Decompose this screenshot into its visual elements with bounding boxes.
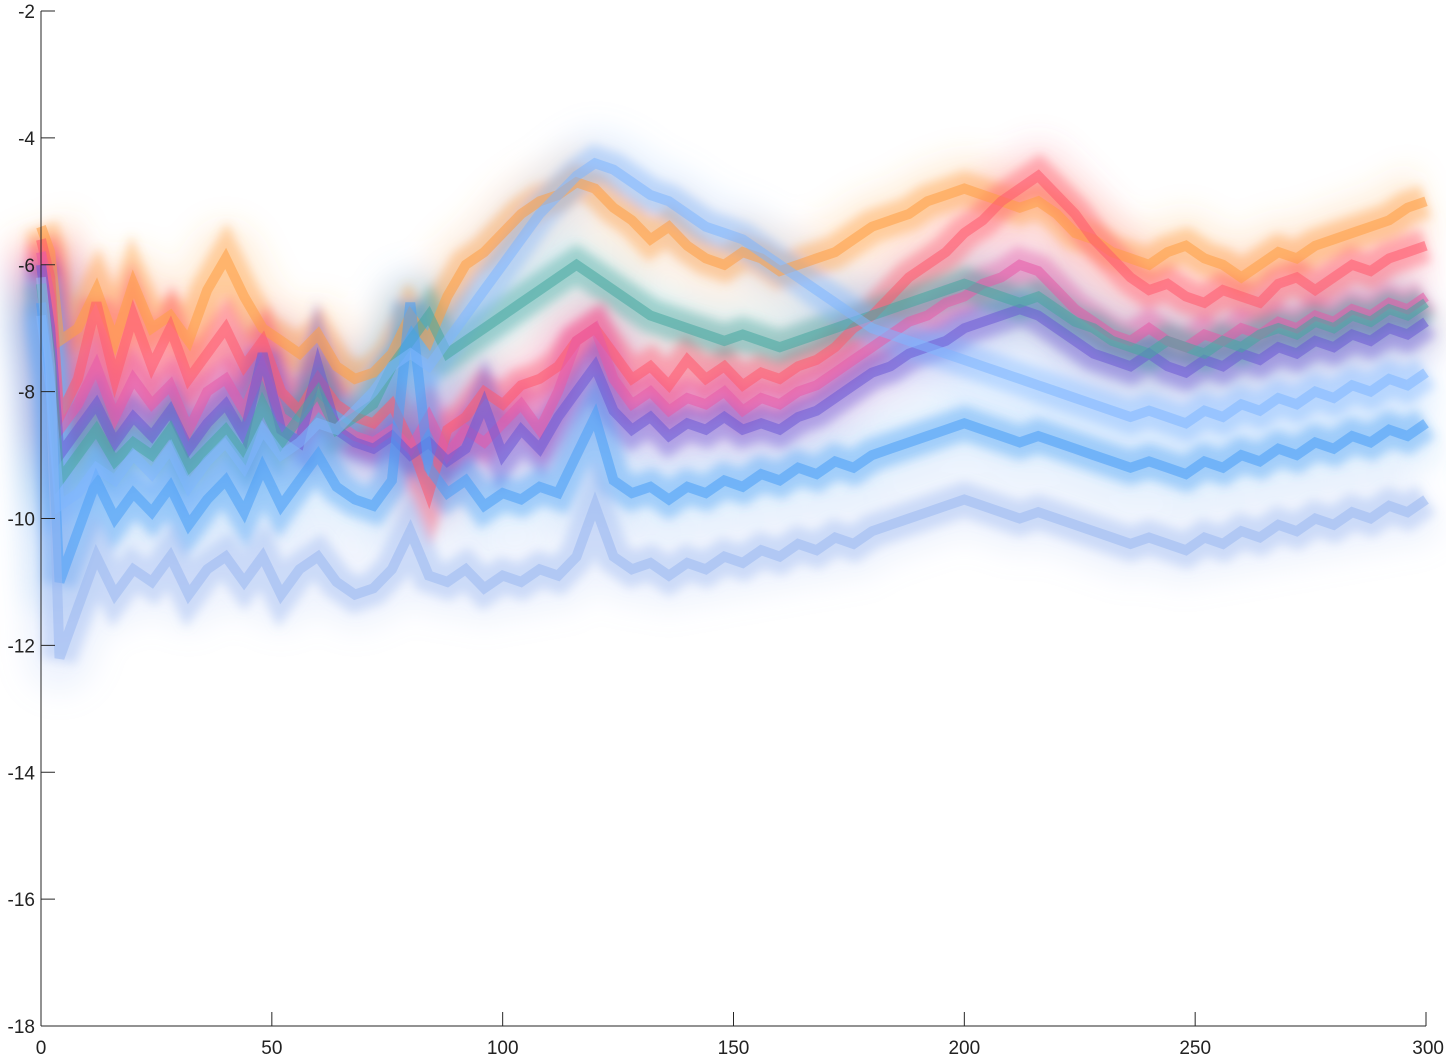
x-tick-label: 250 [1179, 1038, 1211, 1059]
series-trace-2 [36, 169, 1428, 510]
y-tick-label: -18 [8, 1017, 35, 1038]
x-tick-label: 150 [718, 1038, 750, 1059]
y-tick-label: -16 [8, 890, 35, 911]
x-tick-label: 300 [1412, 1038, 1444, 1059]
series-trace-4 [36, 264, 1429, 470]
x-tick-label: 50 [261, 1038, 282, 1059]
series-trace-5 [36, 258, 1429, 495]
y-ticks: -2 -4 -6 -8 -10 -12 -14 -16 -18 [8, 2, 55, 1038]
series-trace-7 [36, 276, 1429, 660]
y-tick-label: -10 [8, 510, 35, 531]
y-tick-label: -2 [18, 2, 35, 23]
x-ticks: 0 50 100 150 200 250 300 [36, 1012, 1444, 1059]
y-tick-label: -4 [18, 129, 35, 150]
y-tick-label: -12 [8, 636, 35, 657]
series-trace-6 [36, 302, 1429, 584]
series-trace-1 [36, 176, 1428, 385]
plot-area [6, 128, 1446, 694]
x-tick-label: 0 [36, 1038, 47, 1059]
y-tick-label: -8 [18, 383, 35, 404]
x-tick-label: 200 [948, 1038, 980, 1059]
series-trace-8 [36, 157, 1429, 515]
y-tick-label: -14 [8, 763, 36, 784]
x-tick-label: 100 [487, 1038, 519, 1059]
y-tick-label: -6 [18, 256, 35, 277]
